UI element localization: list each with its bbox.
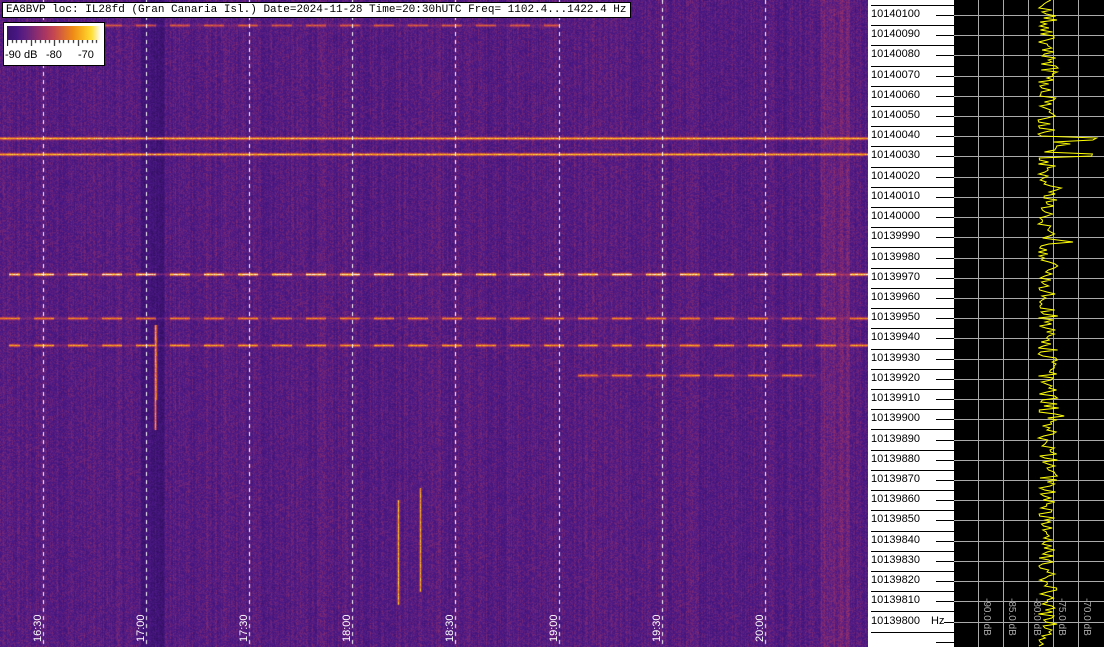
time-tick-label: 19:00 <box>547 614 560 642</box>
frequency-tick-label: 10139840 <box>871 533 920 546</box>
frequency-tick-label: 10140040 <box>871 129 920 142</box>
frequency-unit-label: Hz <box>931 614 945 627</box>
color-legend: -90 dB -80 -70 <box>3 22 105 66</box>
frequency-tick-label: 10139830 <box>871 553 920 566</box>
time-tick-label: 17:00 <box>134 614 147 642</box>
chart-title: EA8BVP loc: IL28fd (Gran Canaria Isl.) D… <box>2 2 631 18</box>
frequency-tick-label: 10139980 <box>871 250 920 263</box>
spectrum-db-tick-label: -75.0 dB <box>1056 598 1067 636</box>
frequency-tick-label: 10139990 <box>871 230 920 243</box>
frequency-tick-label: 10139950 <box>871 311 920 324</box>
frequency-tick-label: 10140090 <box>871 28 920 41</box>
frequency-tick-label: 10140020 <box>871 169 920 182</box>
time-tick-label: 16:30 <box>31 614 44 642</box>
frequency-tick-label: 10140070 <box>871 68 920 81</box>
frequency-tick-label: 10140010 <box>871 189 920 202</box>
frequency-tick-label: 10139850 <box>871 513 920 526</box>
spectrum-panel <box>954 0 1104 647</box>
frequency-tick-label: 10139870 <box>871 472 920 485</box>
colorbar <box>7 26 101 40</box>
spectrum-db-tick-label: -80.0 dB <box>1031 598 1042 636</box>
frequency-tick-label: 10140000 <box>871 210 920 223</box>
legend-label-min: -90 dB <box>5 49 38 61</box>
frequency-tick-label: 10139940 <box>871 331 920 344</box>
frequency-tick-label: 10140060 <box>871 88 920 101</box>
frequency-tick-label: 10139820 <box>871 574 920 587</box>
frequency-tick-label: 10140080 <box>871 48 920 61</box>
frequency-tick-label: 10139810 <box>871 594 920 607</box>
spectrum-db-tick-label: -90.0 dB <box>981 598 992 636</box>
frequency-tick-label: 10139890 <box>871 432 920 445</box>
time-tick-label: 20:00 <box>753 614 766 642</box>
frequency-tick-label: 10140030 <box>871 149 920 162</box>
frequency-tick-label: 10139920 <box>871 371 920 384</box>
spectrum-trace <box>1036 0 1099 647</box>
frequency-tick-label: 10139960 <box>871 291 920 304</box>
colorbar-ticks <box>7 40 101 46</box>
legend-label-max: -70 <box>78 49 94 61</box>
frequency-tick-label: 10140050 <box>871 109 920 122</box>
time-tick-label: 18:00 <box>340 614 353 642</box>
frequency-axis: 10140100 10140090 10140080 10140070 10140060… <box>868 0 954 647</box>
spectrum-db-tick-label: -85.0 dB <box>1006 598 1017 636</box>
frequency-tick-label: 10139930 <box>871 351 920 364</box>
time-tick-label: 17:30 <box>237 614 250 642</box>
waterfall-heatmap <box>0 0 868 647</box>
frequency-tick-label: 10139910 <box>871 392 920 405</box>
time-tick-label: 18:30 <box>443 614 456 642</box>
spectrum-db-tick-label: -70.0 dB <box>1081 598 1092 636</box>
legend-label-mid: -80 <box>46 49 62 61</box>
frequency-tick-label: 10140100 <box>871 7 920 20</box>
frequency-tick-label: 10139900 <box>871 412 920 425</box>
frequency-tick-label: 10139800 <box>871 614 920 627</box>
frequency-tick-label: 10139880 <box>871 452 920 465</box>
frequency-tick-label: 10139970 <box>871 270 920 283</box>
frequency-tick-label: 10139860 <box>871 493 920 506</box>
time-tick-label: 19:30 <box>650 614 663 642</box>
